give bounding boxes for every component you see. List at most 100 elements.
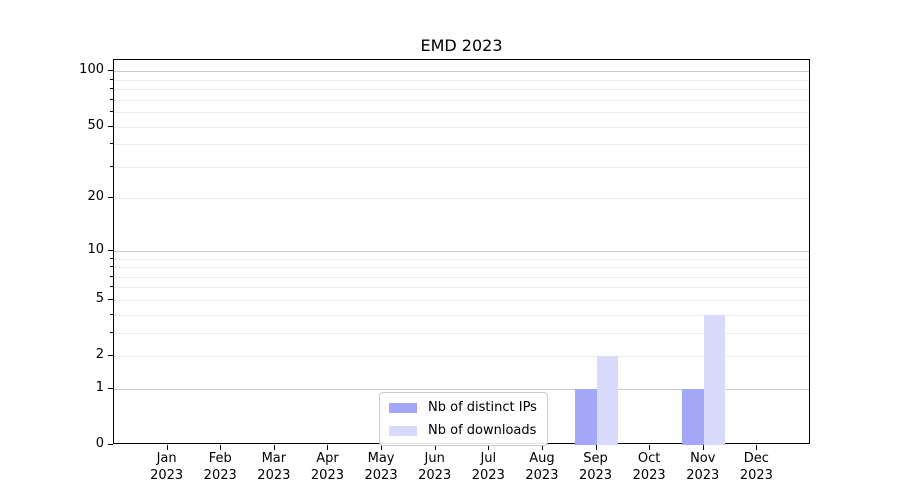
y-tick-label: 20 <box>87 189 104 205</box>
x-tick-label-dec: Dec 2023 <box>728 450 784 484</box>
x-tick-mark <box>273 445 275 450</box>
minor-gridline <box>114 112 809 114</box>
y-tick-label: 10 <box>87 241 104 257</box>
y-tick-label: 0 <box>95 436 104 451</box>
x-tick-mark <box>220 445 222 450</box>
y-tick-mark <box>108 249 113 251</box>
x-tick-label-feb: Feb 2023 <box>192 450 248 484</box>
y-minor-tick-mark <box>110 78 113 80</box>
x-tick-label-nov: Nov 2023 <box>675 450 731 484</box>
y-minor-tick-mark <box>110 355 113 357</box>
minor-gridline <box>114 276 809 278</box>
bar-nov-downloads <box>703 314 726 445</box>
minor-gridline <box>114 166 809 168</box>
y-minor-tick-mark <box>110 275 113 277</box>
y-minor-tick-mark <box>110 266 113 268</box>
bar-sep-downloads <box>596 356 619 445</box>
y-tick-mark <box>108 70 113 72</box>
minor-gridline <box>114 258 809 260</box>
x-tick-year: 2023 <box>203 468 237 483</box>
y-tick-label: 50 <box>87 117 104 133</box>
legend-item-downloads: Nb of downloads <box>389 423 537 438</box>
major-gridline <box>114 71 809 73</box>
y-tick-label: 5 <box>95 290 104 306</box>
x-tick-label-apr: Apr 2023 <box>299 450 355 484</box>
x-tick-mark <box>434 445 436 450</box>
x-tick-year: 2023 <box>310 468 344 483</box>
x-tick-month: Feb <box>208 451 232 466</box>
x-tick-month: Apr <box>316 451 339 466</box>
y-tick-label: 1 <box>95 379 104 395</box>
x-tick-year: 2023 <box>686 468 720 483</box>
x-tick-year: 2023 <box>150 468 184 483</box>
x-tick-mark <box>649 445 651 450</box>
legend-swatch-distinct-ips <box>389 402 417 413</box>
minor-gridline <box>114 287 809 289</box>
y-minor-tick-mark <box>110 111 113 113</box>
y-minor-tick-mark <box>110 98 113 100</box>
minor-gridline <box>114 356 809 358</box>
minor-gridline <box>114 89 809 91</box>
x-tick-year: 2023 <box>739 468 773 483</box>
x-tick-label-jul: Jul 2023 <box>460 450 516 484</box>
x-tick-year: 2023 <box>525 468 559 483</box>
y-minor-tick-mark <box>110 165 113 167</box>
minor-gridline <box>114 267 809 269</box>
legend: Nb of distinct IPs Nb of downloads <box>379 392 548 446</box>
x-tick-label-sep: Sep 2023 <box>568 450 624 484</box>
x-tick-mark <box>327 445 329 450</box>
x-tick-year: 2023 <box>418 468 452 483</box>
bar-sep-distinct-ips <box>575 388 597 445</box>
x-tick-month: Nov <box>690 451 716 466</box>
major-gridline <box>114 388 809 390</box>
minor-gridline <box>114 99 809 101</box>
x-tick-label-jan: Jan 2023 <box>139 450 195 484</box>
x-tick-year: 2023 <box>578 468 613 483</box>
y-minor-tick-mark <box>110 257 113 259</box>
x-tick-year: 2023 <box>632 468 666 483</box>
x-tick-month: Mar <box>261 451 287 466</box>
x-tick-mark <box>166 445 168 450</box>
minor-gridline <box>114 144 809 146</box>
x-tick-month: Sep <box>583 451 608 466</box>
y-minor-tick-mark <box>110 125 113 127</box>
x-tick-year: 2023 <box>257 468 291 483</box>
x-tick-label-may: May 2023 <box>353 450 409 484</box>
x-tick-month: May <box>367 451 395 466</box>
y-minor-tick-mark <box>110 286 113 288</box>
bar-nov-distinct-ips <box>682 388 704 445</box>
x-tick-mark <box>381 445 383 450</box>
y-minor-tick-mark <box>110 88 113 90</box>
y-minor-tick-mark <box>110 298 113 300</box>
x-tick-label-aug: Aug 2023 <box>514 450 570 484</box>
minor-gridline <box>114 299 809 301</box>
y-minor-tick-mark <box>110 313 113 315</box>
x-tick-month: Oct <box>637 451 661 466</box>
x-tick-month: Jan <box>156 451 177 466</box>
x-tick-month: Aug <box>529 451 555 466</box>
x-tick-month: Jul <box>480 451 497 466</box>
x-tick-mark <box>541 445 543 450</box>
y-tick-mark <box>108 387 113 389</box>
legend-swatch-downloads <box>389 425 417 436</box>
x-tick-mark <box>702 445 704 450</box>
minor-gridline <box>114 198 809 200</box>
plot-area: Nb of distinct IPs Nb of downloads <box>113 59 810 446</box>
y-tick-mark <box>108 444 113 445</box>
minor-gridline <box>114 79 809 81</box>
x-tick-mark <box>488 445 490 450</box>
x-tick-mark <box>595 445 597 450</box>
x-tick-label-jun: Jun 2023 <box>407 450 463 484</box>
legend-item-distinct-ips: Nb of distinct IPs <box>389 400 537 415</box>
x-tick-label-mar: Mar 2023 <box>246 450 302 484</box>
x-tick-year: 2023 <box>471 468 505 483</box>
major-gridline <box>114 250 809 252</box>
minor-gridline <box>114 332 809 334</box>
x-tick-year: 2023 <box>364 468 398 483</box>
x-tick-month: Jun <box>424 451 445 466</box>
minor-gridline <box>114 314 809 316</box>
legend-label-downloads: Nb of downloads <box>428 423 537 438</box>
y-tick-label: 2 <box>95 347 104 363</box>
y-tick-label: 100 <box>79 62 104 78</box>
